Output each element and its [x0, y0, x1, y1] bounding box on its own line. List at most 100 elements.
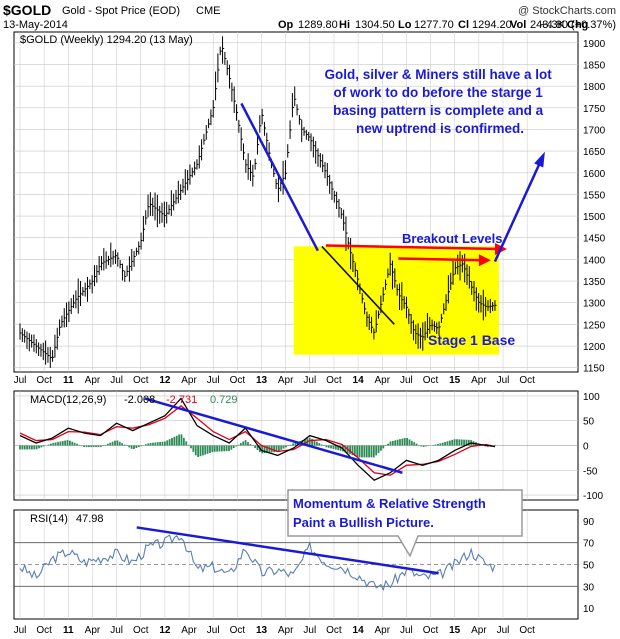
price-y-tick-1500: 1500: [583, 212, 606, 223]
macd-histogram-bar-185: [458, 439, 461, 446]
price-y-tick-1300: 1300: [583, 299, 606, 310]
rsi-x-tick-14: 14: [353, 625, 365, 636]
macd-histogram-bar-89: [230, 445, 233, 450]
macd-histogram-bar-29: [87, 445, 90, 448]
price-x-tick-13: Oct: [326, 375, 342, 386]
macd-histogram-bar-144: [361, 445, 363, 458]
macd-histogram-bar-115: [292, 443, 294, 446]
macd-histogram-bar-183: [453, 439, 456, 446]
lo-value: 1277.70: [414, 19, 454, 31]
macd-histogram-bar-93: [239, 443, 242, 446]
callout-text: Momentum & Relative Strength Paint a Bul…: [293, 496, 489, 530]
macd-histogram-bar-79: [206, 445, 209, 454]
macd-histogram-bar-39: [111, 441, 114, 446]
breakout-levels-label: Breakout Levels: [402, 231, 502, 246]
price-y-tick-1700: 1700: [583, 125, 606, 136]
macd-histogram-bar-75: [197, 445, 200, 458]
rsi-x-tick-20: Jul: [497, 625, 510, 636]
macd-histogram-bar-81: [211, 445, 214, 453]
price-y-tick-1850: 1850: [583, 60, 606, 71]
macd-histogram-bar-44: [123, 444, 126, 446]
price-x-tick-18: 15: [449, 375, 461, 386]
macd-histogram-bar-72: [190, 445, 192, 449]
macd-histogram-bar-100: [256, 445, 259, 451]
price-x-tick-1: Oct: [36, 375, 52, 386]
macd-histogram-bar-56: [152, 442, 154, 446]
macd-histogram-bar-186: [460, 439, 463, 446]
macd-histogram-bar-5: [30, 445, 33, 450]
rsi-x-tick-15: Apr: [374, 625, 390, 636]
breakout-line-lower: [398, 257, 483, 262]
price-bars: [19, 36, 497, 368]
projection-line: [493, 154, 545, 263]
rsi-x-tick-18: 15: [449, 625, 461, 636]
rsi-x-tick-11: Apr: [278, 625, 294, 636]
macd-histogram-bar-83: [216, 445, 219, 452]
price-x-tick-4: Jul: [110, 375, 123, 386]
macd-histogram-bar-87: [225, 445, 228, 452]
macd-histogram-bar-110: [280, 445, 283, 450]
macd-histogram-bar-23: [73, 442, 76, 446]
macd-y-tick-0: 0: [583, 442, 589, 453]
macd-legend-title: MACD(12,26,9): [30, 394, 106, 406]
macd-layer: -100 -50 0 50 100: [14, 392, 603, 502]
macd-histogram-bar-32: [95, 445, 97, 448]
macd-histogram-bar-16: [57, 441, 59, 446]
price-y-tick-1600: 1600: [583, 169, 606, 180]
rsi-y-tick-50: 50: [583, 561, 595, 572]
credit-text: @ StockCharts.com: [518, 5, 616, 17]
macd-legend-macd: -2.008: [124, 394, 155, 406]
macd-histogram-bar-37: [106, 443, 109, 446]
macd-histogram-bar-167: [415, 443, 418, 446]
macd-histogram-bar-45: [125, 445, 128, 447]
macd-histogram-bar-154: [384, 445, 387, 447]
macd-line: [19, 397, 496, 481]
price-x-tick-3: Apr: [85, 375, 101, 386]
macd-y-tick--50: -50: [583, 466, 598, 477]
macd-histogram-bar-10: [42, 445, 45, 447]
price-x-tick-17: Oct: [423, 375, 439, 386]
vol-value: 243.3K: [530, 19, 566, 31]
rsi-x-tick-6: 12: [159, 625, 171, 636]
macd-histogram-bar-188: [465, 439, 468, 446]
price-y-tick-1150: 1150: [583, 364, 605, 375]
macd-histogram-bar-70: [185, 441, 188, 446]
macd-histogram-bar-18: [61, 441, 64, 446]
macd-histogram-bar-20: [66, 440, 69, 446]
macd-histogram-bar-175: [434, 444, 437, 446]
macd-histogram-bar-155: [387, 443, 389, 446]
macd-histogram-bar-12: [47, 444, 50, 446]
macd-histogram-bar-59: [159, 442, 162, 446]
macd-histogram-bar-163: [406, 437, 408, 446]
macd-histogram-bar-156: [389, 441, 392, 446]
macd-histogram-bar-46: [128, 445, 131, 448]
rsi-x-tick-5: Oct: [133, 625, 149, 636]
macd-histogram-bar-95: [244, 440, 247, 446]
macd-histogram-bar-8: [38, 445, 40, 449]
macd-histogram-bar-142: [356, 445, 359, 458]
macd-histogram-bar-127: [320, 444, 323, 446]
macd-histogram-bar-112: [285, 445, 287, 448]
macd-histogram-bar-179: [444, 442, 446, 446]
macd-histogram-bar-166: [413, 442, 416, 446]
macd-histogram-bar-63: [168, 439, 171, 446]
macd-histogram-bar-146: [365, 445, 368, 458]
macd-histogram-bar-157: [391, 440, 394, 446]
macd-y-tick-100: 100: [583, 392, 600, 403]
commentary-line-2: of work to do before the starge 1: [333, 85, 543, 100]
macd-histogram-bar-47: [130, 445, 133, 449]
macd-histogram-bar-85: [220, 445, 223, 452]
rsi-x-tick-17: Oct: [423, 625, 439, 636]
price-x-tick-19: Apr: [471, 375, 487, 386]
rsi-x-tick-7: Apr: [181, 625, 197, 636]
macd-histogram-bar-1: [21, 445, 24, 450]
macd-histogram-bar-84: [218, 445, 221, 452]
price-x-tick-21: Oct: [519, 375, 535, 386]
macd-histogram-bar-135: [339, 445, 342, 451]
macd-histogram-bar-14: [52, 442, 55, 446]
macd-histogram-bar-13: [49, 443, 52, 446]
macd-histogram-bar-68: [180, 434, 183, 446]
macd-histogram-bar-2: [23, 445, 26, 450]
macd-histogram-bar-24: [76, 443, 78, 446]
